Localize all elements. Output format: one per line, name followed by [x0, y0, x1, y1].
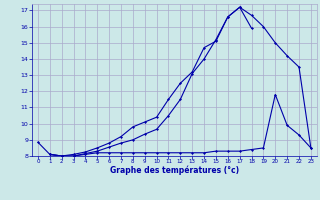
X-axis label: Graphe des températures (°c): Graphe des températures (°c) — [110, 166, 239, 175]
